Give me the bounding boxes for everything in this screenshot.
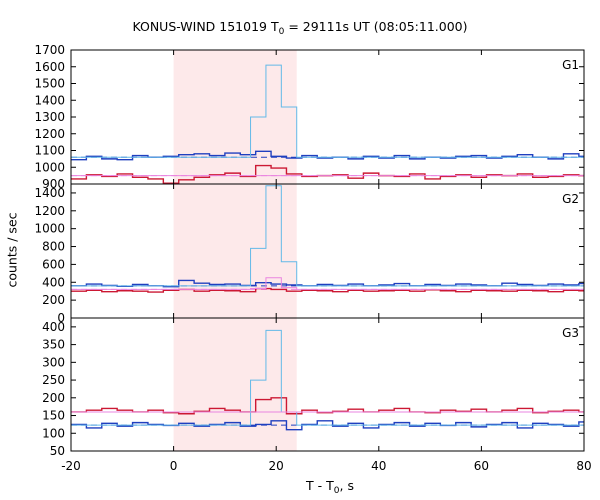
y-tick-label: 1200: [34, 127, 65, 141]
highlight-interval: [173, 50, 297, 184]
y-tick-label: 1400: [34, 93, 65, 107]
y-tick-label: 300: [42, 355, 65, 369]
y-tick-label: 1400: [34, 186, 65, 200]
series-cyan-line: [71, 185, 584, 287]
y-tick-label: 0: [57, 311, 65, 325]
x-tick-label: -20: [61, 459, 81, 473]
x-axis-label: T - T0, s: [306, 478, 354, 496]
highlight-interval: [173, 184, 297, 318]
y-tick-label: 600: [42, 257, 65, 271]
panel-frame: [70, 49, 585, 185]
panel-label: G2: [562, 192, 579, 206]
series-blue-line: [71, 420, 584, 431]
panel-frame: [70, 317, 585, 452]
y-tick-label: 1600: [34, 60, 65, 74]
y-tick-label: 1700: [34, 43, 65, 57]
y-tick-label: 1000: [34, 160, 65, 174]
y-tick-label: 400: [42, 275, 65, 289]
y-tick-label: 100: [42, 426, 65, 440]
series-cyan-line: [71, 329, 584, 426]
y-tick-label: 400: [42, 320, 65, 334]
y-tick-label: 1300: [34, 110, 65, 124]
x-tick-label: 80: [576, 459, 591, 473]
series-blue-line: [71, 150, 584, 161]
panel-frame: [70, 183, 585, 319]
series-cyan-line: [71, 64, 584, 158]
x-tick-label: 20: [269, 459, 284, 473]
y-tick-label: 900: [42, 177, 65, 191]
series-red-line: [71, 287, 584, 293]
y-tick-label: 1500: [34, 77, 65, 91]
panel-label: G3: [562, 326, 579, 340]
y-tick-label: 1100: [34, 144, 65, 158]
y-tick-label: 150: [42, 409, 65, 423]
series-red-line: [71, 397, 584, 415]
y-tick-label: 1200: [34, 204, 65, 218]
y-axis-label: counts / sec: [4, 212, 20, 288]
series-pink-line: [71, 277, 584, 290]
x-tick-label: 40: [371, 459, 386, 473]
y-tick-label: 1000: [34, 222, 65, 236]
y-tick-label: 800: [42, 240, 65, 254]
y-tick-label: 250: [42, 373, 65, 387]
chart-title: KONUS-WIND 151019 T0 = 29111s UT (08:05:…: [132, 19, 468, 37]
series-red-line: [71, 164, 584, 184]
panel-label: G1: [562, 58, 579, 72]
x-tick-label: 60: [474, 459, 489, 473]
x-tick-label: 0: [170, 459, 178, 473]
y-tick-label: 200: [42, 293, 65, 307]
y-tick-label: 350: [42, 338, 65, 352]
y-tick-label: 200: [42, 391, 65, 405]
y-tick-label: 50: [50, 444, 65, 458]
highlight-interval: [173, 318, 297, 451]
